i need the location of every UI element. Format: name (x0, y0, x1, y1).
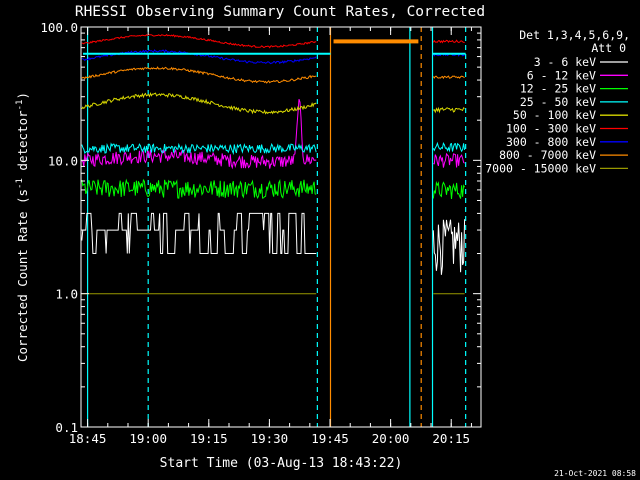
overlay-bars (83, 39, 466, 55)
legend-label: 3 - 6 keV (534, 55, 596, 69)
legend-label: 6 - 12 keV (527, 68, 596, 82)
series-line (432, 141, 466, 153)
x-tick-label: 19:30 (251, 431, 289, 446)
legend-label: 12 - 25 keV (520, 82, 596, 96)
series-line (432, 180, 466, 199)
legend-label: 100 - 300 keV (506, 122, 596, 136)
legend-label: 7000 - 15000 keV (485, 161, 596, 175)
x-tick-label: 18:45 (69, 431, 107, 446)
y-tick-label: 0.1 (55, 420, 78, 435)
series-line (81, 98, 317, 170)
series-line (81, 142, 317, 156)
y-axis-label-sup1: -1 (15, 178, 25, 189)
series-line (433, 106, 465, 114)
series-line (81, 92, 317, 115)
vertical-markers (86, 27, 467, 427)
legend-label: 300 - 800 keV (506, 135, 596, 149)
legend-label: 800 - 7000 keV (499, 148, 596, 162)
x-tick-label: 19:00 (129, 431, 167, 446)
chart-title: RHESSI Observing Summary Count Rates, Co… (75, 4, 485, 20)
y-axis-label-end: ) (15, 92, 30, 100)
x-axis-ticks: 18:45 19:00 19:15 19:30 19:45 20:00 20:15 (69, 27, 472, 446)
series-line (81, 178, 317, 199)
y-axis-label: Corrected Count Rate (s-1 detector-1) (15, 92, 30, 362)
y-axis-label-mid: detector (15, 110, 30, 178)
series-line (432, 219, 466, 275)
series-line (432, 75, 465, 80)
series-line (432, 39, 465, 44)
series-line (433, 152, 465, 168)
render-timestamp: 21-Oct-2021 08:58 (554, 469, 636, 478)
legend-label: 25 - 50 keV (520, 95, 596, 109)
plot-frame (80, 26, 482, 428)
x-tick-label: 20:15 (432, 431, 470, 446)
y-tick-label: 100.0 (40, 20, 78, 35)
x-tick-label: 20:00 (372, 431, 410, 446)
saa-bar (333, 39, 419, 44)
legend-title-attenuator: Att 0 (591, 41, 626, 55)
x-axis-label: Start Time (03-Aug-13 18:43:22) (160, 456, 403, 471)
x-tick-label: 19:15 (190, 431, 228, 446)
y-tick-label: 1.0 (55, 287, 78, 302)
series-line (81, 33, 317, 49)
y-tick-label: 10.0 (48, 153, 78, 168)
legend-title-detectors: Det 1,3,4,5,6,9, (519, 28, 630, 42)
y-axis-ticks: 100.0 10.0 1.0 0.1 (40, 20, 481, 435)
series-line (81, 66, 317, 84)
x-tick-label: 19:45 (311, 431, 349, 446)
series-line (81, 212, 317, 254)
legend-label: 50 - 100 keV (513, 108, 596, 122)
y-axis-label-sup2: -1 (15, 100, 25, 111)
y-axis-label-main: Corrected Count Rate (s (15, 189, 30, 362)
